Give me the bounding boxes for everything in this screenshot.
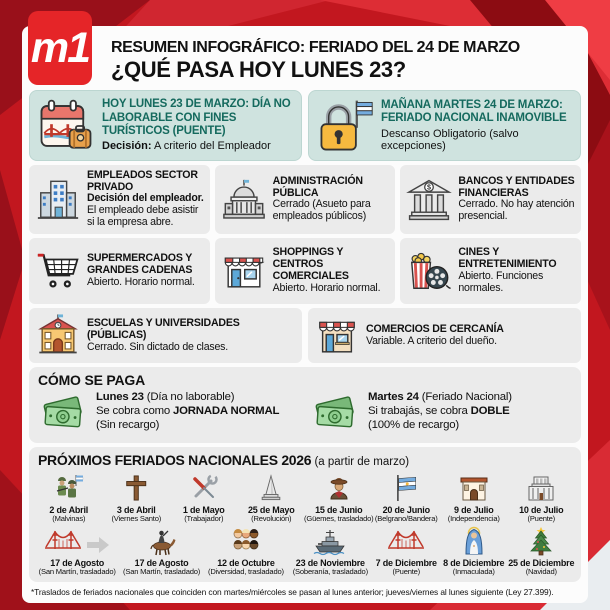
infographic-card: RESUMEN INFOGRÁFICO: FERIADO DEL 24 DE M… (22, 26, 588, 603)
pago-lunes23: Lunes 23 (Día no laborable) Se cobra com… (38, 389, 300, 435)
card-title: CINES Y ENTRETENIMIENTO (458, 246, 557, 271)
office-building-icon (37, 180, 79, 219)
sector-row-2: SUPERMERCADOS Y GRANDES CADENAS Abierto.… (29, 238, 582, 305)
card-text: Decisión del empleador. El empleado debe… (87, 192, 204, 229)
sector-row-3: ESCUELAS Y UNIVERSIDADES (PÚBLICAS) Cerr… (29, 308, 581, 364)
holiday-item: 15 de Junio (Güemes, trasladado) (304, 470, 374, 524)
holiday-item: 25 de Mayo (Revolución) (238, 470, 306, 524)
school-icon (38, 314, 78, 354)
money-icon (43, 396, 82, 428)
highlight-row: HOY LUNES 23 DE MARZO: DÍA NO LABORABLE … (29, 90, 581, 162)
card-text: Variable. A criterio del dueño. (366, 334, 497, 347)
christmas-tree-icon (530, 527, 553, 556)
warship-icon (313, 530, 346, 556)
money-icon (315, 396, 354, 428)
svg-text:$: $ (427, 183, 431, 191)
card-title: COMERCIOS DE CERCANÍA (366, 322, 504, 335)
cross-icon (126, 475, 147, 501)
horseman-icon (149, 530, 176, 556)
feriados-row-2: 17 de Agosto (San Martín, trasladado) (35, 523, 575, 577)
bridge-icon (388, 530, 425, 550)
holiday-item: 17 de Agosto (San Martín, trasladado) (119, 523, 203, 577)
padlock-flag-icon (320, 100, 373, 150)
holiday-item: 12 de Octubre (Diversidad, trasladado) (204, 523, 288, 577)
mall-storefront-icon (224, 257, 265, 288)
card-bancos: $ BANCOS Y ENTIDADES FINANCIERAS Cerrado… (400, 165, 582, 235)
soldiers-icon (56, 474, 83, 498)
capitol-icon (222, 179, 265, 219)
bridge-icon (44, 530, 81, 550)
cinema-icon (411, 252, 451, 290)
card-title: BANCOS Y ENTIDADES FINANCIERAS (458, 174, 575, 199)
virgin-mary-icon (465, 527, 483, 555)
highlight-title: MAÑANA MARTES 24 DE MARZO: FERIADO NACIO… (381, 99, 567, 125)
card-text: Cerrado. Sin dictado de clases. (87, 340, 229, 353)
diversity-people-icon (233, 529, 259, 550)
holiday-item: 7 de Diciembre (Puente) (373, 523, 441, 577)
tools-icon (193, 473, 218, 498)
header-subtitle: RESUMEN INFOGRÁFICO: FERIADO DEL 24 DE M… (111, 39, 520, 56)
card-comercios: COMERCIOS DE CERCANÍA Variable. A criter… (308, 308, 581, 364)
card-text: Cerrado. No hay atención presencial. (458, 198, 575, 223)
brand-logo: m1 (28, 11, 92, 85)
historic-house-icon (460, 477, 488, 501)
shopping-cart-icon (37, 253, 79, 288)
sector-row-1: EMPLEADOS SECTOR PRIVADO Decisión del em… (29, 165, 582, 235)
pago-section: CÓMO SE PAGA Lunes 23 (Día no laborable) (29, 367, 581, 443)
pago-title: CÓMO SE PAGA (38, 372, 146, 389)
feriados-title: PRÓXIMOS FERIADOS NACIONALES 2026 (38, 451, 312, 468)
holiday-item: 10 de Julio (Puente) (508, 470, 576, 524)
holiday-item: 20 de Junio (Belgrano/Bandera) (373, 470, 441, 524)
local-store-icon (319, 321, 355, 353)
card-sector-privado: EMPLEADOS SECTOR PRIVADO Decisión del em… (29, 165, 210, 235)
feriados-row-1: 2 de Abril (Malvinas) 3 de Abril (Vierne… (35, 470, 575, 524)
card-text: Cerrado (Asueto para empleados públicos) (272, 198, 371, 223)
card-text: Abierto. Horario normal. (272, 281, 381, 294)
card-supermercados: SUPERMERCADOS Y GRANDES CADENAS Abierto.… (29, 238, 210, 305)
highlight-title: HOY LUNES 23 DE MARZO: DÍA NO LABORABLE … (102, 98, 291, 138)
pyramid-icon (261, 473, 281, 500)
holiday-item: 23 de Noviembre (Soberanía, trasladado) (288, 523, 372, 577)
card-escuelas: ESCUELAS Y UNIVERSIDADES (PÚBLICAS) Cerr… (29, 308, 302, 364)
pago-martes24: Martes 24 (Feriado Nacional) Si trabajás… (310, 389, 572, 435)
arrow-right-icon (86, 537, 109, 554)
holiday-item: 17 de Agosto (San Martín, trasladado) (35, 523, 119, 577)
header: RESUMEN INFOGRÁFICO: FERIADO DEL 24 DE M… (111, 32, 581, 86)
holiday-item: 1 de Mayo (Trabajador) (170, 470, 238, 524)
holiday-item: 25 de Diciembre (Navidad) (508, 523, 576, 577)
page-title: ¿QUÉ PASA HOY LUNES 23? (111, 57, 406, 83)
card-text: Abierto. Funciones normales. (458, 270, 544, 295)
holiday-item: 2 de Abril (Malvinas) (35, 470, 103, 524)
highlight-box-lunes23: HOY LUNES 23 DE MARZO: DÍA NO LABORABLE … (29, 90, 302, 162)
card-administracion-publica: ADMINISTRACIÓN PÚBLICA Cerrado (Asueto p… (214, 165, 396, 235)
card-cines: CINES Y ENTRETENIMIENTO Abierto. Funcion… (400, 238, 582, 305)
holiday-item: 3 de Abril (Viernes Santo) (103, 470, 171, 524)
card-title: SHOPPINGS Y CENTROS COMERCIALES (272, 246, 349, 283)
card-title: SUPERMERCADOS Y GRANDES CADENAS (87, 252, 193, 277)
bank-icon: $ (406, 179, 453, 220)
holiday-item: 8 de Diciembre (Inmaculada) (440, 523, 508, 577)
highlight-box-martes24: MAÑANA MARTES 24 DE MARZO: FERIADO NACIO… (308, 90, 581, 162)
highlight-box-text: HOY LUNES 23 DE MARZO: DÍA NO LABORABLE … (102, 98, 294, 152)
feriados-section: PRÓXIMOS FERIADOS NACIONALES 2026 (a par… (29, 446, 581, 582)
highlight-detail: Descanso Obligatorio (salvo excepciones) (381, 127, 519, 152)
card-shoppings: SHOPPINGS Y CENTROS COMERCIALES Abierto.… (214, 238, 396, 305)
holiday-item: 9 de Julio (Independencia) (440, 470, 508, 524)
card-title: ESCUELAS Y UNIVERSIDADES (PÚBLICAS) (87, 316, 240, 341)
calendar-bridge-suitcase-icon (40, 99, 92, 149)
card-title: ADMINISTRACIÓN PÚBLICA (272, 174, 363, 199)
highlight-box-text: MAÑANA MARTES 24 DE MARZO: FERIADO NACIO… (381, 99, 573, 152)
feriados-note: (a partir de marzo) (311, 455, 410, 468)
card-title: EMPLEADOS SECTOR PRIVADO (87, 168, 198, 193)
footnote: *Traslados de feriados nacionales que co… (31, 587, 554, 597)
card-text: Abierto. Horario normal. (87, 276, 195, 289)
gaucho-icon (330, 477, 348, 500)
highlight-detail: Decisión: A criterio del Empleador (102, 140, 271, 153)
argentina-flag-icon (397, 474, 417, 501)
government-building-icon (528, 476, 554, 501)
